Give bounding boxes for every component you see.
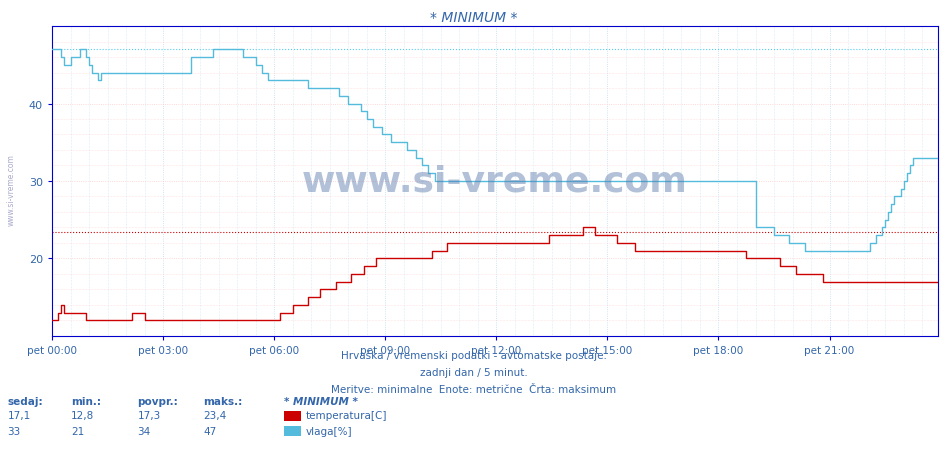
Text: vlaga[%]: vlaga[%] xyxy=(306,426,352,436)
Text: 23,4: 23,4 xyxy=(204,410,227,420)
Text: Hrvaška / vremenski podatki - avtomatske postaje.: Hrvaška / vremenski podatki - avtomatske… xyxy=(341,350,606,360)
Text: Meritve: minimalne  Enote: metrične  Črta: maksimum: Meritve: minimalne Enote: metrične Črta:… xyxy=(331,384,616,394)
Text: sedaj:: sedaj: xyxy=(8,396,44,405)
Text: 17,1: 17,1 xyxy=(8,410,31,420)
Text: 17,3: 17,3 xyxy=(137,410,161,420)
Text: * MINIMUM *: * MINIMUM * xyxy=(284,396,358,405)
Text: 47: 47 xyxy=(204,426,217,436)
Text: www.si-vreme.com: www.si-vreme.com xyxy=(7,153,16,226)
Text: 33: 33 xyxy=(8,426,21,436)
Text: min.:: min.: xyxy=(71,396,101,405)
Text: 21: 21 xyxy=(71,426,84,436)
Text: 12,8: 12,8 xyxy=(71,410,95,420)
Text: * MINIMUM *: * MINIMUM * xyxy=(430,11,517,25)
Text: www.si-vreme.com: www.si-vreme.com xyxy=(302,165,688,198)
Text: povpr.:: povpr.: xyxy=(137,396,178,405)
Text: zadnji dan / 5 minut.: zadnji dan / 5 minut. xyxy=(420,368,527,377)
Text: 34: 34 xyxy=(137,426,151,436)
Text: temperatura[C]: temperatura[C] xyxy=(306,410,387,420)
Text: maks.:: maks.: xyxy=(204,396,242,405)
